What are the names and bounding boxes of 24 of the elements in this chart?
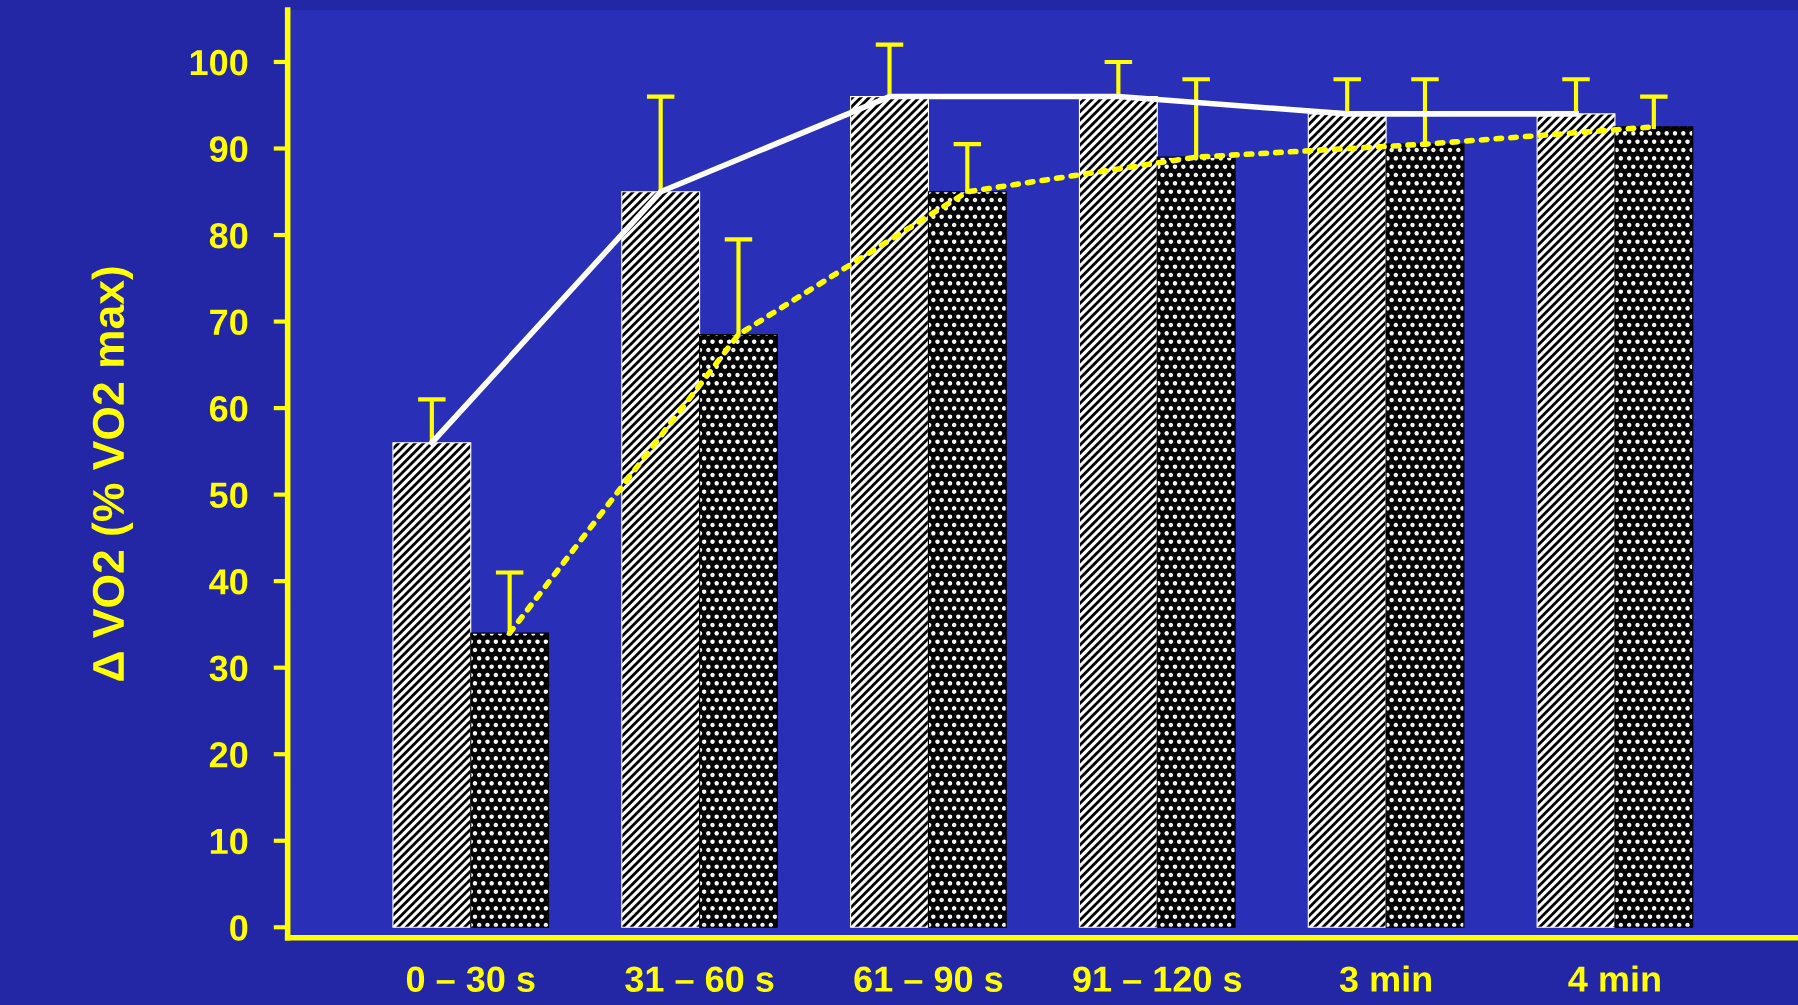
y-tick-label: 10 (210, 828, 248, 855)
x-tick-label: 0 – 30 s (406, 966, 535, 993)
y-tick-label: 40 (209, 569, 248, 595)
y-tick-label: 70 (210, 309, 248, 335)
y-tick-label: 60 (209, 395, 248, 422)
x-tick-label: 4 min (1568, 965, 1660, 992)
bar (927, 191, 1007, 928)
y-tick-label: 100 (190, 49, 248, 76)
x-tick-label: 3 min (1339, 965, 1432, 993)
y-tick-label: 80 (209, 222, 248, 249)
y-axis-title: Δ VO2 (% VO2 max) (91, 267, 133, 681)
y-tick-label: 90 (209, 136, 248, 162)
bar (1156, 156, 1236, 928)
y-tick-label: 20 (209, 742, 248, 768)
y-tick-label: 50 (209, 482, 248, 509)
bar (1614, 126, 1694, 928)
bar (470, 632, 550, 928)
y-tick-label: 0 (230, 915, 248, 941)
y-tick-label: 30 (209, 655, 248, 682)
x-tick-label: 61 – 90 s (854, 966, 1003, 992)
bar (1385, 143, 1465, 928)
x-tick-label: 31 – 60 s (625, 966, 774, 993)
bar (699, 333, 778, 928)
x-tick-label: 91 – 120 s (1073, 966, 1242, 992)
